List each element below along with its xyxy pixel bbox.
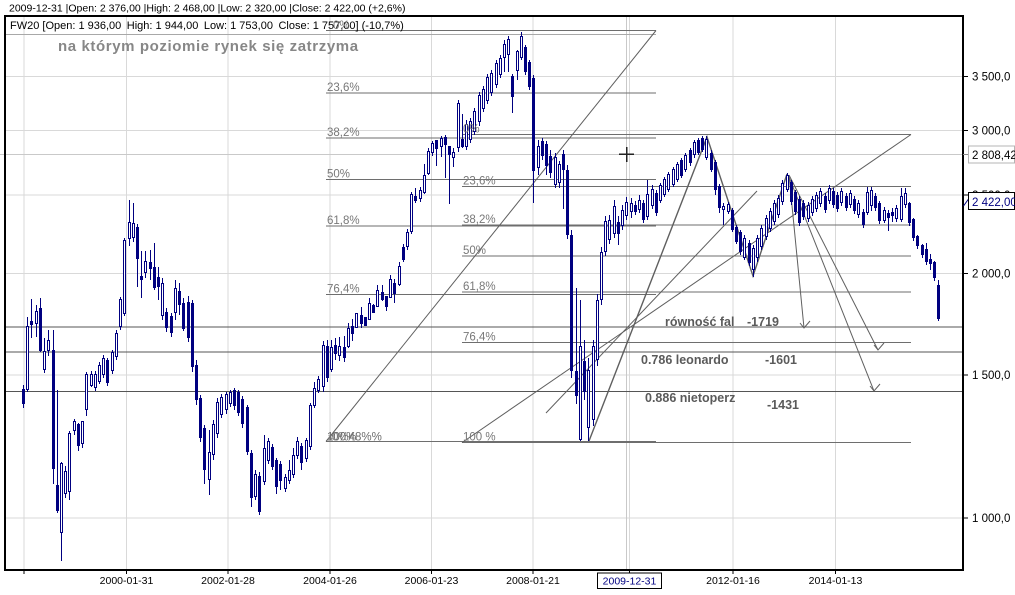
- svg-text:0%: 0%: [463, 124, 480, 136]
- svg-text:2 808,42: 2 808,42: [972, 150, 1015, 162]
- svg-text:0.786 leonardo: 0.786 leonardo: [641, 353, 729, 367]
- svg-text:50%: 50%: [463, 245, 486, 257]
- svg-text:równość fal: równość fal: [665, 315, 734, 329]
- svg-text:2004-01-26: 2004-01-26: [303, 575, 357, 587]
- svg-text:100 %: 100 %: [463, 432, 496, 444]
- svg-text:1 500,0: 1 500,0: [972, 370, 1010, 382]
- svg-text:23,6%: 23,6%: [327, 82, 360, 94]
- svg-text:23,6%: 23,6%: [463, 176, 496, 188]
- svg-text:100%: 100%: [327, 432, 356, 444]
- svg-text:61,8%: 61,8%: [463, 281, 496, 293]
- svg-text:76,4%: 76,4%: [327, 283, 360, 295]
- svg-text:2002-01-28: 2002-01-28: [201, 575, 255, 587]
- svg-text:0%48%%: 0%48%%: [332, 432, 382, 444]
- svg-text:38,2%: 38,2%: [327, 127, 360, 139]
- svg-text:2008-01-21: 2008-01-21: [506, 575, 560, 587]
- svg-text:2 000,0: 2 000,0: [972, 269, 1010, 281]
- svg-text:50%: 50%: [327, 168, 350, 180]
- svg-text:2012-01-16: 2012-01-16: [706, 575, 760, 587]
- svg-text:-1719: -1719: [747, 315, 779, 329]
- svg-text:-1431: -1431: [767, 398, 799, 412]
- svg-text:0%: 0%: [333, 20, 350, 32]
- svg-text:2009-12-31 |Open: 2 376,00 |Hi: 2009-12-31 |Open: 2 376,00 |High: 2 468,…: [9, 3, 405, 15]
- svg-text:2006-01-23: 2006-01-23: [405, 575, 459, 587]
- svg-text:2009-12-31: 2009-12-31: [603, 576, 657, 588]
- svg-text:2014-01-13: 2014-01-13: [809, 575, 863, 587]
- svg-text:FW20 [Open: 1 936,00 High: 1 9: FW20 [Open: 1 936,00 High: 1 944,00 Low:…: [10, 20, 404, 32]
- svg-text:2000-01-31: 2000-01-31: [100, 575, 154, 587]
- svg-text:3 000,0: 3 000,0: [972, 126, 1010, 138]
- svg-text:-1601: -1601: [765, 353, 797, 367]
- svg-text:38,2%: 38,2%: [463, 214, 496, 226]
- svg-text:na którym poziomie rynek się z: na którym poziomie rynek się zatrzyma: [58, 38, 359, 55]
- svg-text:1 000,0: 1 000,0: [972, 513, 1010, 525]
- svg-text:76,4%: 76,4%: [463, 332, 496, 344]
- svg-text:2 422,00: 2 422,00: [972, 197, 1015, 209]
- svg-text:61,8%: 61,8%: [327, 215, 360, 227]
- svg-text:3 500,0: 3 500,0: [972, 71, 1010, 83]
- svg-text:#: #: [328, 433, 334, 444]
- svg-text:0.886 nietoperz: 0.886 nietoperz: [645, 391, 735, 405]
